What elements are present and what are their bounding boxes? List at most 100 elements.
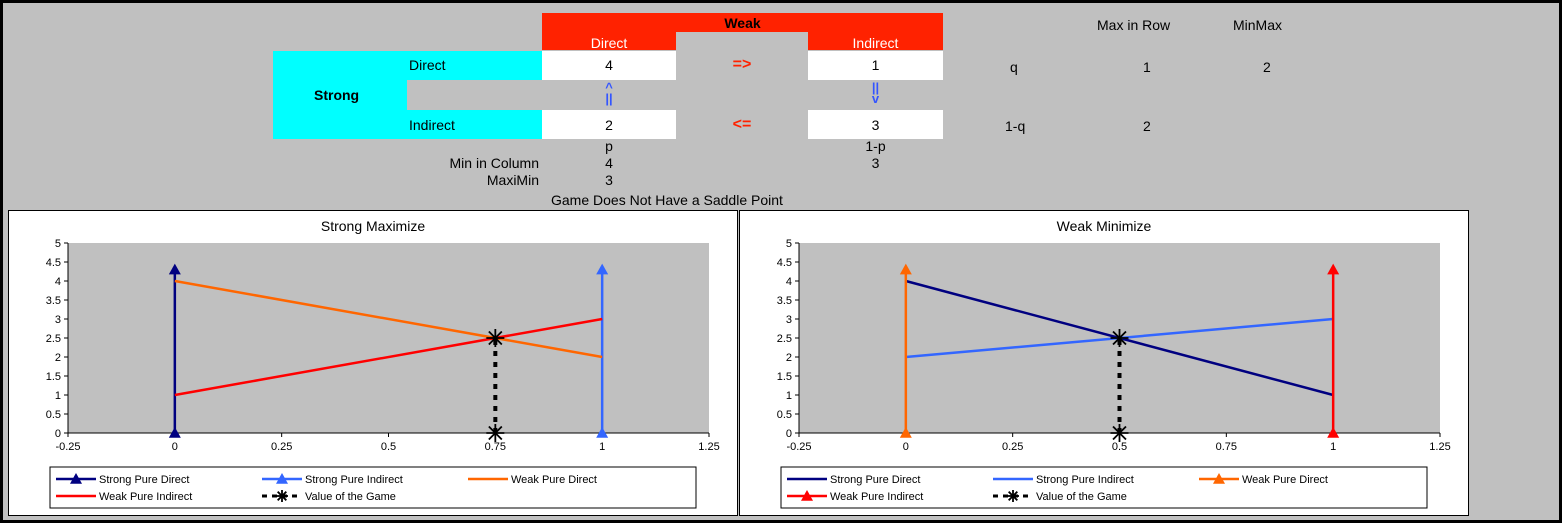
- x-tick-label: 0: [172, 441, 178, 453]
- star-marker: [1110, 329, 1129, 347]
- y-tick-label: 5: [55, 238, 61, 250]
- triangle-marker: [1327, 427, 1340, 438]
- y-tick-label: 0: [55, 428, 61, 440]
- star-marker: [486, 424, 505, 442]
- arrow-left: <=: [732, 116, 752, 133]
- series-weak-pure-indirect: [1327, 263, 1340, 438]
- legend-label: Value of the Game: [1036, 491, 1127, 503]
- legend-star-marker: [276, 490, 288, 502]
- y-tick-label: 3.5: [46, 295, 61, 307]
- star-marker: [1110, 424, 1129, 442]
- y-tick-label: 1.5: [46, 371, 61, 383]
- y-tick-label: 4.5: [46, 257, 61, 269]
- legend-item-strong-pure-indirect: Strong Pure Indirect: [262, 473, 403, 486]
- strong-maximize-chart: Strong Maximize 0 0.5 1 1.5 2 2.5 3 3.5 4 4.5 5 -0.2…: [8, 210, 738, 516]
- triangle-marker: [899, 263, 912, 275]
- y-tick-label: 1: [786, 390, 792, 402]
- q-label: q: [1010, 59, 1018, 75]
- y-tick-label: 0: [786, 428, 792, 440]
- row-direct-label: Direct: [409, 57, 446, 73]
- y-tick-label: 2: [55, 352, 61, 364]
- legend-item-value-of-the-game: Value of the Game: [993, 490, 1127, 503]
- strong-mid-band: [273, 80, 407, 110]
- weak-minimize-chart: Weak Minimize 0 0.5 1 1.5 2 2.5 3 3.5 4 4.5 5 -0.25 0…: [739, 210, 1469, 516]
- one-minus-p-label: 1-p: [865, 138, 886, 154]
- series-line-weak-pure-direct: [174, 279, 603, 359]
- series-strong-pure-direct: [168, 263, 181, 438]
- legend-item-weak-pure-indirect: Weak Pure Indirect: [787, 490, 923, 503]
- triangle-marker: [168, 263, 181, 275]
- x-tick-label: 0.5: [381, 441, 396, 453]
- weak-header-gap: [676, 32, 808, 51]
- x-tick-label: 0.75: [485, 441, 506, 453]
- minmax-value: 2: [1263, 59, 1271, 75]
- min-in-column-label: Min in Column: [449, 155, 539, 171]
- triangle-marker: [596, 427, 609, 438]
- legend-item-strong-pure-indirect: Strong Pure Indirect: [993, 474, 1134, 486]
- arrow-right: =>: [732, 56, 752, 73]
- legend-label: Strong Pure Indirect: [305, 474, 403, 486]
- cell-dd-bg: [542, 51, 676, 80]
- minmax-label: MinMax: [1233, 17, 1283, 33]
- min-col2-value: 3: [871, 155, 880, 171]
- y-tick-label: 3: [55, 314, 61, 326]
- legend-item-weak-pure-direct: Weak Pure Direct: [468, 474, 597, 486]
- series-line-weak-pure-indirect: [174, 317, 603, 397]
- y-tick-label: 0.5: [777, 409, 792, 421]
- strong-row1-band: [273, 51, 542, 80]
- legend-label: Strong Pure Direct: [99, 474, 189, 486]
- col-indirect-label: Indirect: [852, 35, 899, 51]
- x-tick-label: 1: [599, 441, 605, 453]
- arrow-down: || v: [871, 80, 880, 106]
- payoff-direct-direct: 4: [605, 57, 613, 73]
- chart-title: Strong Maximize: [321, 218, 425, 234]
- maximin-label: MaxiMin: [486, 172, 539, 188]
- maximin-value: 3: [605, 172, 613, 188]
- x-tick-label: 0.75: [1216, 441, 1237, 453]
- y-tick-label: 4: [786, 276, 792, 288]
- max-in-row-label: Max in Row: [1097, 17, 1171, 33]
- legend-item-weak-pure-indirect: Weak Pure Indirect: [56, 491, 192, 503]
- legend-triangle-marker: [70, 473, 82, 484]
- y-tick-label: 4.5: [777, 257, 792, 269]
- legend-label: Strong Pure Indirect: [1036, 474, 1134, 486]
- legend-star-marker: [1007, 490, 1019, 502]
- x-tick-label: 0.25: [1002, 441, 1023, 453]
- x-tick-label: 1.25: [698, 441, 719, 453]
- x-tick-label: 0.5: [1112, 441, 1127, 453]
- series-weak-pure-indirect: [174, 317, 603, 397]
- legend-label: Value of the Game: [305, 491, 396, 503]
- payoff-direct-indirect: 1: [871, 57, 880, 73]
- x-tick-label: -0.25: [786, 441, 811, 453]
- max-row2-value: 2: [1143, 118, 1151, 134]
- series-value-of-the-game: [486, 329, 505, 442]
- series-weak-pure-direct: [899, 263, 912, 438]
- row-indirect-label: Indirect: [409, 117, 455, 133]
- min-col1-value: 4: [605, 155, 613, 171]
- y-tick-label: 4: [55, 276, 61, 288]
- legend-label: Weak Pure Indirect: [830, 491, 923, 503]
- series-value-of-the-game: [1110, 329, 1129, 442]
- legend-triangle-marker: [1213, 473, 1225, 484]
- legend-label: Strong Pure Direct: [830, 474, 920, 486]
- legend-triangle-marker: [276, 473, 288, 484]
- legend-item-value-of-the-game: Value of the Game: [262, 490, 396, 503]
- legend-label: Weak Pure Indirect: [99, 491, 192, 503]
- y-tick-label: 3: [786, 314, 792, 326]
- strong-maximize-chart-svg: Strong Maximize 0 0.5 1 1.5 2 2.5 3 3.5 4 4.5 5 -0.2…: [46, 218, 720, 509]
- x-tick-label: 0.25: [271, 441, 292, 453]
- payoff-indirect-direct: 2: [605, 117, 613, 133]
- y-tick-label: 5: [786, 238, 792, 250]
- strong-label: Strong: [314, 87, 360, 103]
- series-strong-pure-indirect: [596, 263, 609, 438]
- cell-id-bg: [542, 110, 676, 139]
- legend-box: [49, 466, 697, 509]
- y-tick-label: 2.5: [777, 333, 792, 345]
- x-tick-label: 0: [903, 441, 909, 453]
- legend-label: Weak Pure Direct: [511, 474, 597, 486]
- max-row1-value: 1: [1143, 59, 1151, 75]
- y-tick-label: 3.5: [777, 295, 792, 307]
- triangle-marker: [596, 263, 609, 275]
